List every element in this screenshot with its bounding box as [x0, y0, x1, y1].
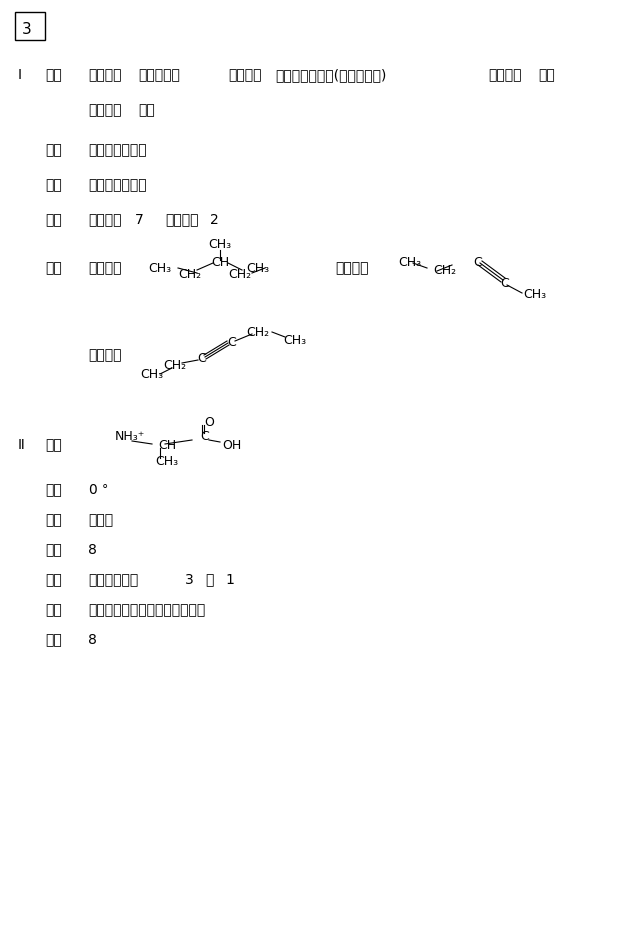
Text: （オ）：: （オ）：	[88, 213, 121, 227]
Text: （イ）：: （イ）：	[228, 68, 262, 82]
Text: Ⅰ: Ⅰ	[18, 68, 22, 82]
Text: （す）: （す）	[88, 513, 113, 527]
Text: CH₂: CH₂	[433, 263, 457, 276]
Text: CH₃: CH₃	[399, 256, 422, 268]
Text: CH₂: CH₂	[179, 268, 202, 281]
Text: CH₂: CH₂	[163, 359, 186, 372]
Text: 問２: 問２	[45, 483, 62, 497]
Text: NH₃⁺: NH₃⁺	[115, 431, 145, 444]
Text: CH: CH	[211, 256, 229, 268]
Text: CH₃: CH₃	[155, 456, 178, 469]
Text: 問１: 問１	[45, 438, 62, 452]
Text: C: C	[198, 351, 206, 364]
Text: CH₂: CH₂	[246, 326, 270, 338]
Text: 問５: 問５	[45, 261, 62, 275]
Text: 芳香: 芳香	[138, 103, 155, 117]
Text: C: C	[501, 276, 509, 290]
Text: Ⅱ: Ⅱ	[18, 438, 25, 452]
FancyBboxPatch shape	[15, 12, 45, 40]
Text: 3: 3	[185, 573, 194, 587]
Text: （ク）：: （ク）：	[335, 261, 369, 275]
Text: 問４: 問４	[45, 543, 62, 557]
Text: 8: 8	[88, 543, 97, 557]
Text: 7: 7	[135, 213, 144, 227]
Text: 3: 3	[22, 22, 32, 37]
Text: 問６: 問６	[45, 603, 62, 617]
Text: CH₃: CH₃	[283, 333, 307, 347]
Text: C: C	[200, 431, 209, 444]
Text: （き），（く）: （き），（く）	[88, 178, 147, 192]
Text: OH: OH	[222, 438, 241, 451]
Text: Ｌ体：Ｄ体＝: Ｌ体：Ｄ体＝	[88, 573, 138, 587]
Text: 問５: 問５	[45, 573, 62, 587]
Text: チロシン，アラニン，アラニン: チロシン，アラニン，アラニン	[88, 603, 205, 617]
Text: 問３: 問３	[45, 178, 62, 192]
Text: CH: CH	[158, 438, 176, 451]
Text: CH₃: CH₃	[209, 238, 232, 251]
Text: CH₃: CH₃	[140, 369, 163, 381]
Text: 問７: 問７	[45, 633, 62, 647]
Text: CH₂: CH₂	[228, 268, 251, 281]
Text: （え），（お）: （え），（お）	[88, 143, 147, 157]
Text: 酢酸: 酢酸	[538, 68, 555, 82]
Text: C: C	[228, 335, 236, 348]
Text: （エ）：: （エ）：	[88, 103, 121, 117]
Text: CH₃: CH₃	[523, 289, 547, 302]
Text: （ア）：: （ア）：	[88, 68, 121, 82]
Text: 8: 8	[88, 633, 97, 647]
Text: O: O	[204, 416, 214, 429]
Text: 1: 1	[225, 573, 234, 587]
Text: 問１: 問１	[45, 68, 62, 82]
Text: CH₃: CH₃	[246, 262, 270, 275]
Text: （ケ）：: （ケ）：	[88, 348, 121, 362]
Text: C: C	[473, 256, 482, 268]
Text: 問２: 問２	[45, 143, 62, 157]
Text: 2: 2	[210, 213, 219, 227]
Text: 問３: 問３	[45, 513, 62, 527]
Text: （カ）：: （カ）：	[165, 213, 198, 227]
Text: 0: 0	[88, 483, 97, 497]
Text: （ウ）：: （ウ）：	[488, 68, 521, 82]
Text: （キ）：: （キ）：	[88, 261, 121, 275]
Text: °: °	[102, 484, 108, 497]
Text: CH₃: CH₃	[149, 262, 172, 275]
Text: 炭化カルシウム(カーバイド): 炭化カルシウム(カーバイド)	[275, 68, 387, 82]
Text: ：: ：	[205, 573, 213, 587]
Text: アセチレン: アセチレン	[138, 68, 180, 82]
Text: 問４: 問４	[45, 213, 62, 227]
